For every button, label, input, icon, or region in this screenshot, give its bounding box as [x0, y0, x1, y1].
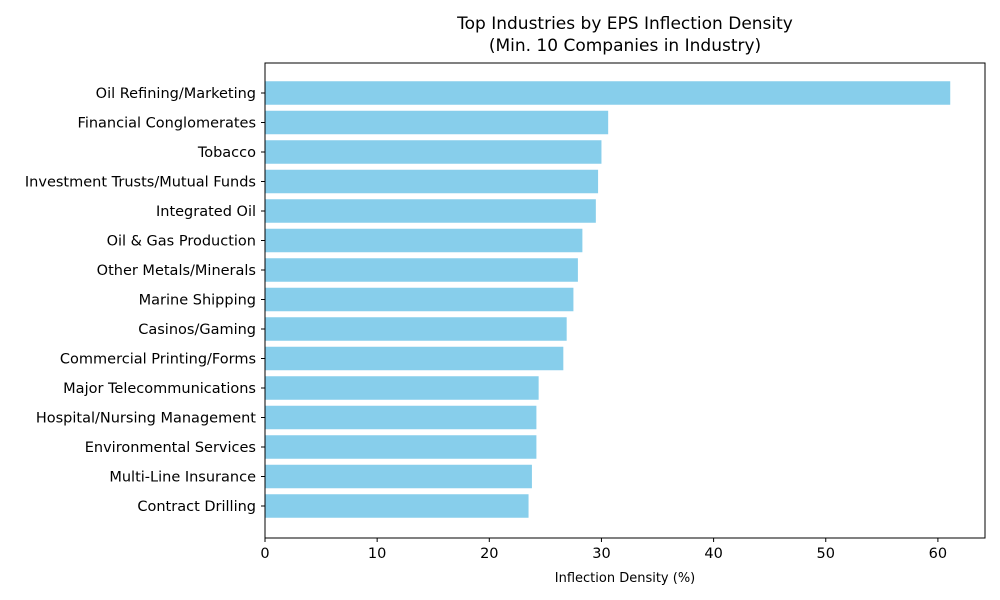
x-tick-label: 0: [260, 546, 269, 562]
bar-1: [265, 110, 609, 135]
bar-14: [265, 494, 529, 518]
category-label: Casinos/Gaming: [138, 322, 256, 338]
bar-4: [265, 199, 596, 223]
x-ticks-group: 0 10 20 30 40 50 60: [260, 538, 947, 562]
x-tick-label: 60: [929, 546, 947, 562]
bar-0: [265, 81, 951, 105]
x-tick-label: 30: [592, 546, 610, 562]
x-tick-label: 40: [704, 546, 722, 562]
category-label: Marine Shipping: [139, 293, 256, 309]
category-label: Multi-Line Insurance: [109, 470, 256, 486]
category-label: Tobacco: [197, 145, 256, 161]
category-label: Contract Drilling: [137, 499, 256, 515]
category-label: Oil Refining/Marketing: [96, 86, 256, 102]
bar-7: [265, 287, 574, 312]
category-label: Oil & Gas Production: [107, 234, 256, 250]
chart-subtitle: (Min. 10 Companies in Industry): [489, 36, 761, 56]
category-label: Integrated Oil: [156, 204, 256, 220]
x-axis-label: Inflection Density (%): [555, 571, 696, 586]
x-tick-label: 10: [368, 546, 386, 562]
x-tick-label: 20: [480, 546, 498, 562]
bars-group: [265, 81, 951, 518]
bar-12: [265, 435, 537, 459]
plot-frame: [264, 62, 986, 539]
bar-6: [265, 258, 578, 282]
bar-9: [265, 346, 564, 371]
x-tick-label: 50: [817, 546, 835, 562]
bar-11: [265, 405, 537, 430]
bar-10: [265, 376, 539, 400]
bar-2: [265, 140, 602, 164]
category-label: Other Metals/Minerals: [97, 263, 256, 279]
bar-3: [265, 169, 599, 194]
bar-8: [265, 317, 567, 341]
category-label: Investment Trusts/Mutual Funds: [25, 175, 256, 191]
category-label: Commercial Printing/Forms: [60, 352, 256, 368]
category-labels-group: Oil Refining/Marketing Financial Conglome…: [25, 86, 265, 515]
category-label: Financial Conglomerates: [78, 116, 256, 132]
chart-title: Top Industries by EPS Inflection Density: [456, 14, 793, 34]
category-label: Major Telecommunications: [63, 381, 256, 397]
bar-5: [265, 228, 583, 253]
category-label: Hospital/Nursing Management: [36, 411, 256, 427]
category-label: Environmental Services: [85, 440, 256, 456]
bar-13: [265, 464, 532, 489]
